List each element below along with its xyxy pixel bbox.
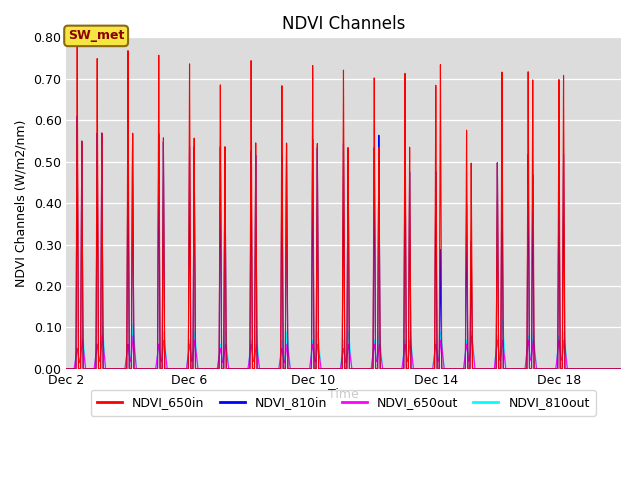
NDVI_810out: [499, 316, 506, 322]
NDVI_810out: [424, 366, 432, 372]
NDVI_810in: [435, 366, 443, 372]
NDVI_810in: [122, 366, 129, 372]
Line: NDVI_810in: NDVI_810in: [67, 116, 621, 369]
Title: NDVI Channels: NDVI Channels: [282, 15, 405, 33]
NDVI_650out: [435, 356, 443, 361]
NDVI_810out: [88, 366, 96, 372]
X-axis label: Time: Time: [328, 388, 359, 401]
NDVI_650in: [108, 366, 116, 372]
NDVI_650out: [122, 360, 129, 366]
NDVI_810out: [617, 366, 625, 372]
Legend: NDVI_650in, NDVI_810in, NDVI_650out, NDVI_810out: NDVI_650in, NDVI_810in, NDVI_650out, NDV…: [91, 390, 596, 416]
NDVI_810in: [564, 366, 572, 372]
NDVI_810in: [425, 366, 433, 372]
NDVI_810out: [108, 366, 116, 372]
NDVI_810in: [63, 366, 70, 372]
NDVI_810out: [63, 366, 70, 372]
NDVI_650out: [564, 366, 572, 372]
Text: SW_met: SW_met: [68, 29, 124, 42]
NDVI_810out: [435, 353, 443, 359]
NDVI_650out: [617, 366, 625, 372]
Y-axis label: NDVI Channels (W/m2/nm): NDVI Channels (W/m2/nm): [15, 120, 28, 287]
NDVI_810in: [74, 113, 81, 119]
Line: NDVI_650in: NDVI_650in: [67, 42, 621, 369]
NDVI_650in: [617, 366, 625, 372]
NDVI_650out: [99, 333, 106, 339]
NDVI_810in: [617, 366, 625, 372]
NDVI_810out: [122, 360, 129, 366]
Line: NDVI_650out: NDVI_650out: [67, 336, 621, 369]
NDVI_650out: [425, 366, 433, 372]
NDVI_650in: [122, 366, 129, 372]
NDVI_810in: [108, 366, 116, 372]
NDVI_810in: [88, 366, 96, 372]
NDVI_650out: [63, 366, 70, 372]
NDVI_650in: [88, 366, 96, 372]
NDVI_650in: [74, 39, 81, 45]
NDVI_650out: [88, 366, 96, 372]
NDVI_650in: [564, 366, 572, 372]
NDVI_650in: [435, 366, 443, 372]
NDVI_650out: [108, 366, 116, 372]
Line: NDVI_810out: NDVI_810out: [67, 319, 621, 369]
NDVI_650in: [425, 366, 433, 372]
NDVI_650in: [63, 366, 70, 372]
NDVI_810out: [564, 366, 572, 372]
